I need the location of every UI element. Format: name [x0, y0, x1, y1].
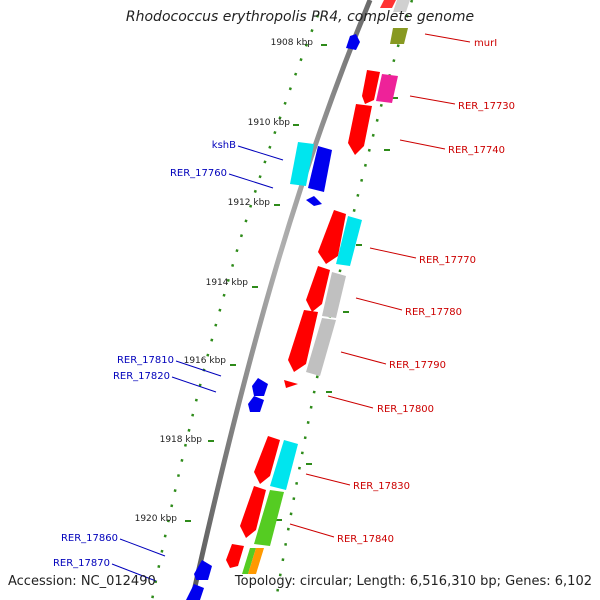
- gene-label[interactable]: RER_17840: [337, 534, 394, 545]
- gene-label[interactable]: RER_17740: [448, 145, 505, 156]
- gene-feature[interactable]: [306, 196, 322, 206]
- map-title: Rhodococcus erythropolis PR4, complete g…: [125, 9, 475, 25]
- forward-labels: murI RER_17730 RER_17740 RER_17770 RER_1…: [289, 33, 515, 545]
- gene-feature[interactable]: [240, 486, 266, 538]
- gene-label[interactable]: RER_17830: [353, 481, 410, 492]
- leader-line: [409, 95, 456, 105]
- leader-line: [175, 360, 222, 377]
- gene-label[interactable]: RER_17730: [458, 101, 515, 112]
- reverse-labels: kshB RER_17760 RER_17810 RER_17820 RER_1…: [53, 140, 284, 582]
- gene-RER_17860[interactable]: [194, 560, 212, 580]
- leader-line: [355, 297, 403, 311]
- kbp-ruler: 1908 kbp 1910 kbp 1912 kbp 1914 kbp 1916…: [135, 38, 398, 524]
- leader-line: [369, 247, 417, 259]
- gene-feature[interactable]: [270, 440, 298, 490]
- gene-feature[interactable]: [362, 70, 380, 104]
- gene-feature[interactable]: [306, 266, 330, 312]
- forward-strand-genes: [226, 0, 410, 574]
- gene-feature[interactable]: [288, 310, 318, 372]
- leader-line: [305, 473, 351, 486]
- gene-feature[interactable]: [284, 380, 298, 388]
- gene-label[interactable]: RER_17820: [113, 371, 170, 382]
- gene-label[interactable]: RER_17800: [377, 404, 434, 415]
- tick-label: 1916 kbp: [184, 356, 227, 366]
- gene-label[interactable]: RER_17870: [53, 558, 110, 569]
- gene-label[interactable]: RER_17770: [419, 255, 476, 266]
- reverse-strand-genes: [186, 34, 360, 600]
- gene-RER_17810[interactable]: [252, 378, 268, 396]
- gene-RER_17870[interactable]: [186, 584, 204, 600]
- gene-label[interactable]: RER_17760: [170, 168, 227, 179]
- genome-backbone: [189, 0, 373, 600]
- gene-feature[interactable]: [306, 318, 336, 376]
- gene-feature[interactable]: [226, 544, 244, 568]
- gene-feature[interactable]: [318, 210, 346, 264]
- leader-line: [171, 376, 217, 393]
- genome-summary: Topology: circular; Length: 6,516,310 bp…: [234, 574, 592, 589]
- leader-line: [237, 145, 284, 161]
- tick-label: 1912 kbp: [228, 198, 271, 208]
- leader-line: [340, 351, 387, 365]
- gene-feature[interactable]: [254, 490, 284, 546]
- leader-line: [119, 538, 166, 557]
- gene-feature[interactable]: [393, 0, 410, 12]
- gene-feature[interactable]: [336, 216, 362, 266]
- gene-RER_17820[interactable]: [248, 396, 264, 412]
- leader-line: [424, 33, 471, 43]
- gene-RER_17760[interactable]: [308, 146, 332, 192]
- leader-line: [327, 395, 374, 409]
- ruler-dots-left: [150, 14, 320, 600]
- tick-label: 1910 kbp: [248, 118, 291, 128]
- tick-label: 1918 kbp: [160, 435, 203, 445]
- gene-label[interactable]: RER_17780: [405, 307, 462, 318]
- gene-label[interactable]: murI: [474, 38, 497, 49]
- accession-label: Accession: NC_012490: [8, 574, 156, 589]
- leader-line: [289, 523, 335, 538]
- gene-feature[interactable]: [346, 34, 360, 50]
- gene-feature[interactable]: [242, 548, 256, 574]
- gene-kshB[interactable]: [290, 142, 314, 186]
- gene-feature[interactable]: [248, 548, 264, 574]
- tick-label: 1908 kbp: [271, 38, 314, 48]
- gene-feature[interactable]: [254, 436, 280, 484]
- gene-feature[interactable]: [322, 272, 346, 318]
- leader-line: [228, 173, 274, 189]
- gene-label[interactable]: RER_17860: [61, 533, 118, 544]
- gene-label[interactable]: RER_17810: [117, 355, 174, 366]
- tick-label: 1920 kbp: [135, 514, 178, 524]
- tick-label: 1914 kbp: [206, 278, 249, 288]
- gene-feature[interactable]: [348, 104, 372, 155]
- gene-murI[interactable]: [380, 0, 396, 8]
- leader-line: [399, 139, 446, 150]
- gene-label[interactable]: kshB: [212, 140, 236, 151]
- gene-label[interactable]: RER_17790: [389, 360, 446, 371]
- leader-line: [111, 563, 157, 582]
- gene-feature[interactable]: [376, 74, 398, 103]
- gene-feature[interactable]: [390, 28, 408, 44]
